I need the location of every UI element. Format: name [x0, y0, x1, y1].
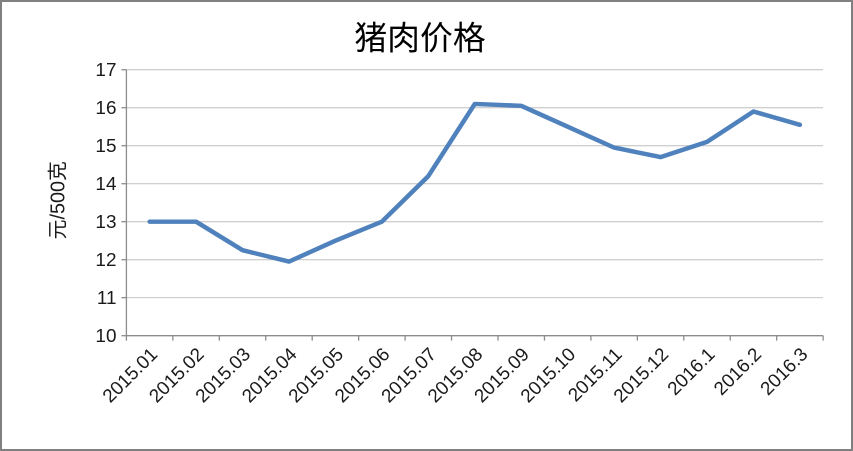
y-tick-label: 10: [95, 325, 116, 346]
y-tick-label: 16: [95, 97, 116, 118]
y-tick-label: 14: [95, 173, 116, 194]
x-tick-label: 2016.1: [663, 344, 719, 400]
axes: [121, 69, 824, 341]
y-tick-label: 12: [95, 249, 116, 270]
chart-title: 猪肉价格: [354, 20, 485, 58]
x-axis-tick-labels: 2015.012015.022015.032015.042015.052015.…: [98, 344, 811, 407]
x-tick-label: 2016.2: [709, 344, 765, 400]
y-tick-label: 15: [95, 135, 116, 156]
price-series-line: [147, 101, 803, 264]
y-tick-label: 13: [95, 211, 116, 232]
y-axis-tick-labels: 10 11 12 13 14 15 16 17: [95, 59, 116, 346]
y-tick-label: 11: [97, 287, 117, 308]
x-tick-label: 2016.3: [756, 344, 812, 400]
y-tick-label: 17: [95, 59, 116, 80]
y-axis-title: 元/500克: [48, 161, 70, 239]
